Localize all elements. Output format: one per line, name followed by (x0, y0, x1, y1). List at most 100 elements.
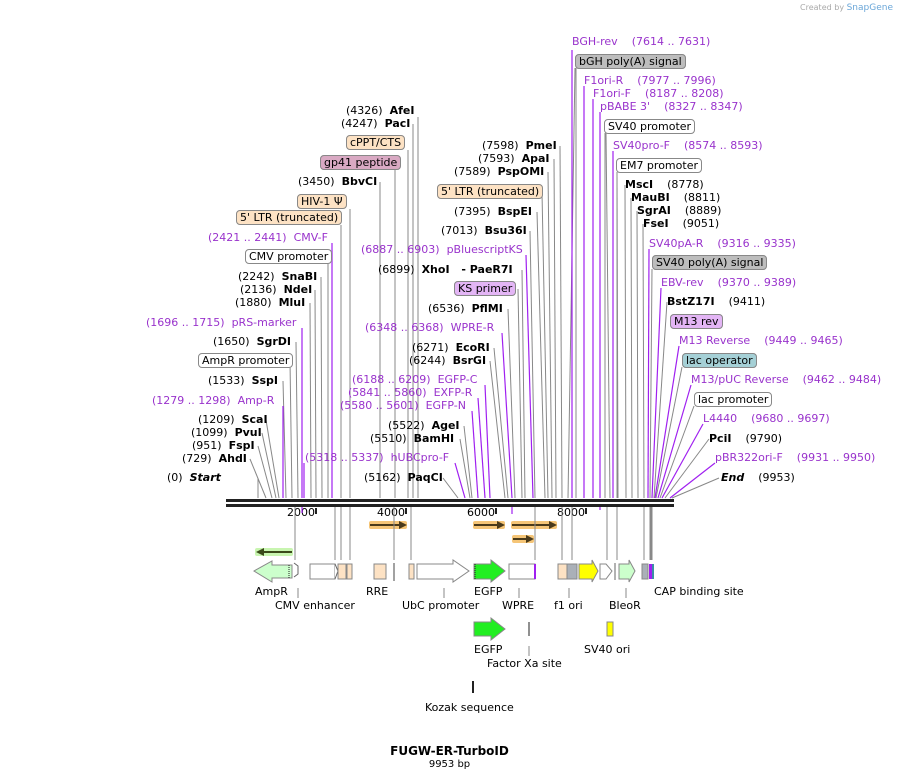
primer-label-pbabe-3[interactable]: pBABE 3' (8327 .. 8347) (600, 100, 743, 114)
feature-box-5-ltr-truncated[interactable]: 5' LTR (truncated) (437, 184, 544, 199)
feature-label-hiv-1[interactable]: HIV-1 Ψ (297, 194, 347, 209)
primer-label-sv40pa-r[interactable]: SV40pA-R (9316 .. 9335) (649, 237, 796, 251)
enzyme-label-pcii[interactable]: PciI (9790) (709, 432, 782, 446)
enzyme-label-fspi[interactable]: (951) FspI (192, 439, 255, 453)
enzyme-label-pflmi[interactable]: (6536) PflMI (428, 302, 503, 316)
primer-label-f1ori-f[interactable]: F1ori-F (8187 .. 8208) (593, 87, 724, 101)
feature-name-sv40-ori[interactable]: SV40 ori (584, 643, 631, 656)
enzyme-label-pvui[interactable]: (1099) PvuI (191, 426, 262, 440)
enzyme-label-start[interactable]: (0) Start (167, 471, 221, 485)
primer-label-ebv-rev[interactable]: EBV-rev (9370 .. 9389) (661, 276, 796, 290)
primer-label-bgh-rev[interactable]: BGH-rev (7614 .. 7631) (572, 35, 710, 49)
feature-box-5-ltr-truncated[interactable]: 5' LTR (truncated) (236, 210, 343, 225)
enzyme-label-snabi[interactable]: (2242) SnaBI (238, 270, 317, 284)
enzyme-name: ScaI (241, 413, 268, 426)
feature-box-lac-operator[interactable]: lac operator (682, 353, 757, 368)
enzyme-label-pmei[interactable]: (7598) PmeI (482, 139, 557, 153)
feature-box-cmv-promoter[interactable]: CMV promoter (245, 249, 333, 264)
feature-label-sv40-promoter[interactable]: SV40 promoter (604, 119, 696, 134)
enzyme-label-bspei[interactable]: (7395) BspEI (454, 205, 532, 219)
feature-name-egfp[interactable]: EGFP (474, 643, 503, 656)
feature-name-wpre[interactable]: WPRE (502, 599, 535, 612)
primer-label-wpre-r[interactable]: (6348 .. 6368) WPRE-R (365, 321, 494, 335)
enzyme-label-sgrai[interactable]: SgrAI (8889) (637, 204, 721, 218)
enzyme-label-maubi[interactable]: MauBI (8811) (631, 191, 720, 205)
primer-label-f1ori-r[interactable]: F1ori-R (7977 .. 7996) (584, 74, 716, 88)
feature-label-lac-promoter[interactable]: lac promoter (694, 392, 773, 407)
enzyme-label-ecori[interactable]: (6271) EcoRI (412, 341, 490, 355)
feature-box-m13-rev[interactable]: M13 rev (670, 314, 723, 329)
enzyme-label-paci[interactable]: (4247) PacI (341, 117, 410, 131)
enzyme-label-ahdi[interactable]: (729) AhdI (182, 452, 247, 466)
primer-label-sv40pro-f[interactable]: SV40pro-F (8574 .. 8593) (613, 139, 763, 153)
enzyme-label-paqci[interactable]: (5162) PaqCI (364, 471, 443, 485)
feature-name-bleor[interactable]: BleoR (609, 599, 641, 612)
primer-label-amp-r[interactable]: (1279 .. 1298) Amp-R (152, 394, 274, 408)
feature-name-ubc-promoter[interactable]: UbC promoter (402, 599, 480, 612)
enzyme-label-fsei[interactable]: FseI (9051) (643, 217, 719, 231)
feature-label-em7-promoter[interactable]: EM7 promoter (616, 158, 702, 173)
enzyme-label-sgrdi[interactable]: (1650) SgrDI (213, 335, 291, 349)
primer-label-egfp-n[interactable]: (5580 .. 5601) EGFP-N (340, 399, 466, 413)
feature-box-sv40-promoter[interactable]: SV40 promoter (604, 119, 696, 134)
primer-label-egfp-c[interactable]: (6188 .. 6209) EGFP-C (352, 373, 477, 387)
feature-name-rre[interactable]: RRE (366, 585, 389, 598)
enzyme-label-agei[interactable]: (5522) AgeI (388, 419, 460, 433)
enzyme-label-mlui[interactable]: (1880) MluI (235, 296, 305, 310)
enzyme-label-bstz17i[interactable]: BstZ17I (9411) (667, 295, 765, 309)
feature-box-cppt-cts[interactable]: cPPT/CTS (346, 135, 406, 150)
feature-label-sv40-poly-a-signal[interactable]: SV40 poly(A) signal (652, 255, 768, 270)
enzyme-label-afei[interactable]: (4326) AfeI (346, 104, 414, 118)
feature-name-cmv-enhancer[interactable]: CMV enhancer (275, 599, 355, 612)
enzyme-label-end[interactable]: End (9953) (721, 471, 795, 485)
position-value: (2421 .. 2441) (208, 231, 287, 244)
primer-label-m13-puc-reverse[interactable]: M13/pUC Reverse (9462 .. 9484) (691, 373, 881, 387)
feature-label-bgh-poly-a-signal[interactable]: bGH poly(A) signal (575, 54, 686, 69)
feature-name-kozak-sequence[interactable]: Kozak sequence (425, 701, 514, 714)
enzyme-label-bbvci[interactable]: (3450) BbvCI (298, 175, 377, 189)
feature-name-cap-binding-site[interactable]: CAP binding site (654, 585, 744, 598)
feature-name-egfp[interactable]: EGFP (474, 585, 503, 598)
enzyme-label-xhoi[interactable]: (6899) XhoI - PaeR7I (378, 263, 513, 277)
feature-name-ampr[interactable]: AmpR (255, 585, 288, 598)
primer-label-prs-marker[interactable]: (1696 .. 1715) pRS-marker (146, 316, 296, 330)
feature-box-hiv-1[interactable]: HIV-1 Ψ (297, 194, 347, 209)
primer-label-pbr322ori-f[interactable]: pBR322ori-F (9931 .. 9950) (715, 451, 875, 465)
primer-label-m13-reverse[interactable]: M13 Reverse (9449 .. 9465) (679, 334, 843, 348)
feature-label-5-ltr-truncated[interactable]: 5' LTR (truncated) (437, 184, 544, 199)
feature-label-cppt-cts[interactable]: cPPT/CTS (346, 135, 406, 150)
feature-label-ks-primer[interactable]: KS primer (454, 281, 517, 296)
enzyme-label-msci[interactable]: MscI (8778) (625, 178, 704, 192)
enzyme-label-scai[interactable]: (1209) ScaI (198, 413, 268, 427)
feature-label-cmv-promoter[interactable]: CMV promoter (245, 249, 333, 264)
primer-label-l4440[interactable]: L4440 (9680 .. 9697) (703, 412, 830, 426)
feature-track (253, 558, 654, 584)
primer-label-hubcpro-f[interactable]: (5318 .. 5337) hUBCpro-F (305, 451, 449, 465)
enzyme-label-bsu36i[interactable]: (7013) Bsu36I (441, 224, 527, 238)
enzyme-label-sspi[interactable]: (1533) SspI (208, 374, 278, 388)
position-value: (9051) (682, 217, 720, 230)
feature-box-ks-primer[interactable]: KS primer (454, 281, 517, 296)
primer-label-cmv-f[interactable]: (2421 .. 2441) CMV-F (208, 231, 328, 245)
feature-box-ampr-promoter[interactable]: AmpR promoter (198, 353, 294, 368)
feature-name-f1-ori[interactable]: f1 ori (554, 599, 583, 612)
feature-box-gp41-peptide[interactable]: gp41 peptide (320, 155, 402, 170)
feature-label-ampr-promoter[interactable]: AmpR promoter (198, 353, 294, 368)
feature-box-em7-promoter[interactable]: EM7 promoter (616, 158, 702, 173)
enzyme-label-ndei[interactable]: (2136) NdeI (240, 283, 312, 297)
feature-label-5-ltr-truncated[interactable]: 5' LTR (truncated) (236, 210, 343, 225)
feature-box-sv40-poly-a-signal[interactable]: SV40 poly(A) signal (652, 255, 768, 270)
position-value: (7013) (441, 224, 478, 237)
feature-name-factor-xa-site[interactable]: Factor Xa site (487, 657, 562, 670)
primer-label-pbluescriptks[interactable]: (6887 .. 6903) pBluescriptKS (361, 243, 523, 257)
feature-box-bgh-poly-a-signal[interactable]: bGH poly(A) signal (575, 54, 686, 69)
enzyme-label-apai[interactable]: (7593) ApaI (478, 152, 549, 166)
primer-label-exfp-r[interactable]: (5841 .. 5860) EXFP-R (348, 386, 472, 400)
feature-label-gp41-peptide[interactable]: gp41 peptide (320, 155, 402, 170)
enzyme-label-bamhi[interactable]: (5510) BamHI (370, 432, 454, 446)
enzyme-label-bsrgi[interactable]: (6244) BsrGI (409, 354, 486, 368)
enzyme-label-pspomi[interactable]: (7589) PspOMI (454, 165, 544, 179)
feature-label-lac-operator[interactable]: lac operator (682, 353, 757, 368)
feature-label-m13-rev[interactable]: M13 rev (670, 314, 723, 329)
feature-box-lac-promoter[interactable]: lac promoter (694, 392, 773, 407)
